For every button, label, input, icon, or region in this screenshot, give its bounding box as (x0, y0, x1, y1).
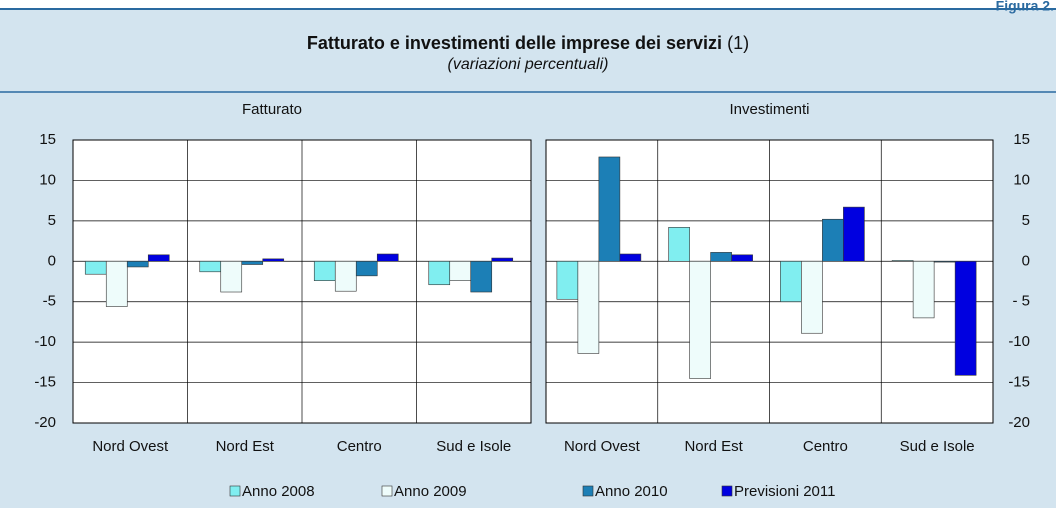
bar (912, 260, 935, 319)
bar (933, 260, 956, 263)
x-tick-label: Sud e Isole (900, 438, 975, 455)
bar (449, 260, 472, 281)
bar (801, 260, 823, 334)
bar (780, 260, 802, 303)
y-tick-label: 0 (48, 252, 56, 269)
y-tick-label: -10 (1008, 333, 1030, 350)
bar (105, 260, 128, 307)
y-tick-label: 0 (1022, 252, 1030, 269)
y-tick-label: 10 (39, 171, 56, 188)
bar (220, 260, 243, 293)
x-tick-label: Centro (803, 438, 848, 455)
x-tick-label: Sud e Isole (436, 438, 511, 455)
y-tick-label: -15 (1008, 374, 1030, 391)
bar (470, 260, 493, 293)
y-tick-label: -15 (34, 374, 56, 391)
x-tick-label: Centro (337, 438, 382, 455)
bar (668, 227, 690, 262)
plot-border (72, 139, 532, 424)
y-tick-label: -5 (43, 293, 56, 310)
bar (843, 206, 865, 262)
bar (313, 260, 336, 281)
bar (689, 260, 711, 379)
bar (199, 260, 222, 273)
y-tick-label: 15 (1013, 131, 1030, 148)
chart-title: Fatturato e investimenti delle imprese d… (307, 33, 749, 53)
legend-label: Anno 2009 (394, 483, 467, 500)
y-tick-label: 10 (1013, 171, 1030, 188)
legend-label: Anno 2008 (242, 483, 315, 500)
bar (619, 253, 642, 262)
bar (355, 260, 378, 277)
bar (334, 260, 357, 292)
bar (126, 260, 149, 268)
y-tick-label: -20 (1008, 414, 1030, 431)
x-tick-label: Nord Est (216, 438, 275, 455)
y-tick-label: 15 (39, 131, 56, 148)
bar (822, 218, 844, 262)
title-note: (1) (727, 33, 749, 53)
bar (556, 260, 579, 300)
figure-label: Figura 2. (996, 0, 1054, 13)
y-tick-label: 5 (48, 212, 56, 229)
title-main: Fatturato e investimenti delle imprese d… (307, 33, 722, 53)
bar (147, 254, 170, 262)
legend-label: Anno 2010 (595, 483, 668, 500)
x-tick-label: Nord Ovest (564, 438, 641, 455)
panel-title: Fatturato (242, 101, 302, 118)
bar (376, 253, 399, 262)
legend-swatch (229, 485, 241, 497)
legend-swatch (721, 485, 733, 497)
x-tick-label: Nord Ovest (92, 438, 169, 455)
y-tick-label: - 5 (1012, 293, 1030, 310)
chart-subtitle: (variazioni percentuali) (448, 56, 609, 73)
bar (954, 260, 977, 376)
y-tick-label: -10 (34, 333, 56, 350)
x-tick-label: Nord Est (684, 438, 743, 455)
bar (491, 257, 514, 262)
bar (428, 260, 451, 286)
panel-title: Investimenti (729, 101, 809, 118)
legend-swatch (582, 485, 594, 497)
bar (598, 156, 621, 262)
bar (241, 260, 264, 265)
legend-swatch (381, 485, 393, 497)
plot-border (545, 139, 994, 424)
bar (731, 254, 753, 262)
bar (577, 260, 600, 354)
y-tick-label: 5 (1022, 212, 1030, 229)
bar (710, 252, 732, 262)
bar (891, 260, 914, 262)
bar (84, 260, 107, 275)
legend-label: Previsioni 2011 (734, 483, 835, 500)
bar (262, 258, 285, 262)
y-tick-label: -20 (34, 414, 56, 431)
